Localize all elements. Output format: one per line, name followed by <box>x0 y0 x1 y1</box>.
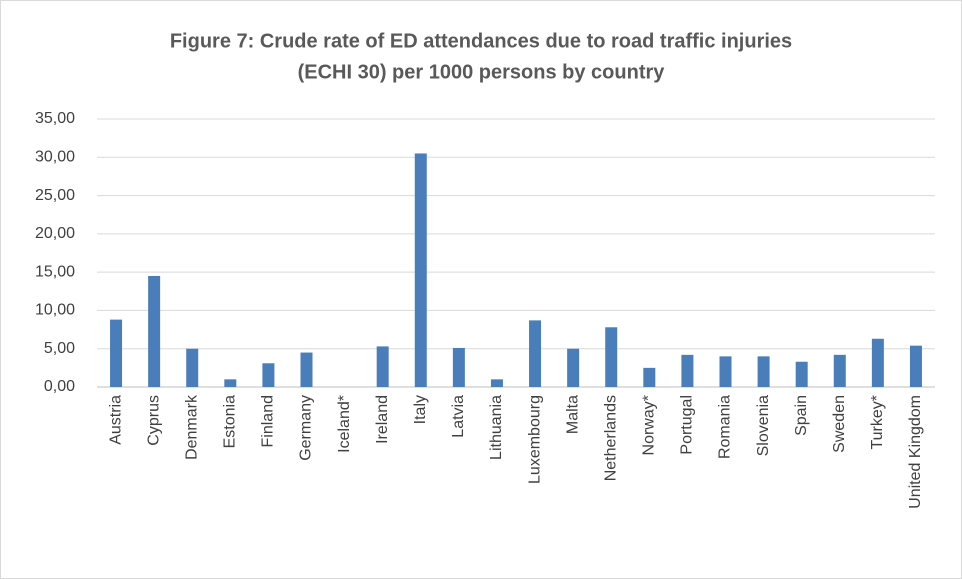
x-tick-label: Ireland <box>374 395 391 444</box>
x-tick-label: Spain <box>793 395 810 436</box>
x-tick-label: Finland <box>260 395 277 447</box>
x-tick-label: Germany <box>298 395 315 461</box>
chart-title: Figure 7: Crude rate of ED attendances d… <box>170 30 792 52</box>
bar <box>795 361 808 387</box>
bar <box>833 354 846 387</box>
x-tick-label: Netherlands <box>602 395 619 481</box>
y-tick-label: 5,00 <box>44 340 75 357</box>
y-tick-label: 25,00 <box>35 187 75 204</box>
bar <box>414 153 427 387</box>
chart-title: (ECHI 30) per 1000 persons by country <box>298 61 666 83</box>
x-tick-label: Iceland* <box>336 395 353 453</box>
bar <box>681 354 694 387</box>
y-tick-label: 30,00 <box>35 149 75 166</box>
bar <box>148 275 161 387</box>
bar <box>376 346 389 387</box>
bar <box>719 356 732 387</box>
x-tick-label: Cyprus <box>145 395 162 446</box>
bar <box>567 348 580 387</box>
bar <box>757 356 770 387</box>
x-tick-label: Estonia <box>222 395 239 448</box>
y-tick-label: 10,00 <box>35 302 75 319</box>
bar <box>224 379 237 387</box>
bar <box>262 363 275 387</box>
x-tick-label: Latvia <box>450 395 467 438</box>
bar <box>529 320 542 387</box>
y-tick-label: 20,00 <box>35 225 75 242</box>
bar <box>300 352 313 387</box>
bar <box>605 327 618 387</box>
x-tick-label: Italy <box>412 395 429 424</box>
y-tick-label: 35,00 <box>35 110 75 127</box>
bar <box>490 379 503 387</box>
x-tick-label: Malta <box>564 395 581 434</box>
x-tick-label: Portugal <box>679 395 696 455</box>
x-tick-label: Slovenia <box>755 395 772 456</box>
x-tick-label: Austria <box>107 395 124 445</box>
x-tick-label: Turkey* <box>869 395 886 450</box>
x-tick-label: Sweden <box>831 395 848 453</box>
x-tick-label: Romania <box>717 395 734 459</box>
bar <box>186 348 199 387</box>
y-tick-label: 0,00 <box>44 378 75 395</box>
bar <box>909 345 922 387</box>
x-tick-label: Norway* <box>641 395 658 455</box>
y-tick-label: 15,00 <box>35 263 75 280</box>
bar <box>871 338 884 387</box>
x-tick-label: Luxembourg <box>526 395 543 484</box>
bar <box>643 367 656 387</box>
bar <box>110 319 123 387</box>
x-tick-label: Lithuania <box>488 395 505 460</box>
x-tick-label: United Kingdom <box>907 395 924 509</box>
x-tick-label: Denmark <box>183 394 200 460</box>
bar <box>452 347 465 387</box>
